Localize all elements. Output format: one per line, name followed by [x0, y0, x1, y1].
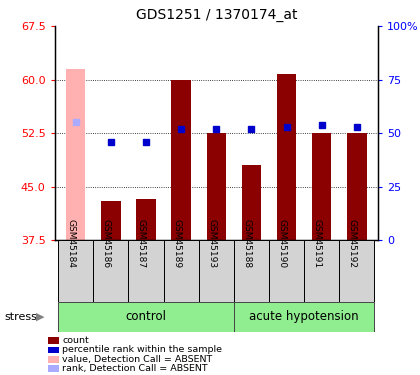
Text: rank, Detection Call = ABSENT: rank, Detection Call = ABSENT	[62, 364, 208, 373]
Bar	[129, 240, 163, 302]
Text: acute hypotension: acute hypotension	[249, 310, 359, 323]
Bar	[277, 74, 296, 240]
Bar	[163, 240, 199, 302]
Title: GDS1251 / 1370174_at: GDS1251 / 1370174_at	[136, 9, 297, 22]
Bar	[242, 165, 261, 240]
Text: count: count	[62, 336, 89, 345]
Text: GSM45190: GSM45190	[278, 219, 286, 268]
Bar	[234, 240, 269, 302]
Text: GSM45188: GSM45188	[242, 219, 252, 268]
Bar	[347, 133, 367, 240]
Bar	[136, 200, 156, 240]
Text: control: control	[126, 310, 166, 323]
Text: GSM45189: GSM45189	[172, 219, 181, 268]
Text: GSM45191: GSM45191	[313, 219, 322, 268]
Text: stress: stress	[4, 312, 37, 322]
Text: percentile rank within the sample: percentile rank within the sample	[62, 345, 222, 354]
Text: ▶: ▶	[36, 312, 44, 322]
Bar	[339, 240, 375, 302]
Text: value, Detection Call = ABSENT: value, Detection Call = ABSENT	[62, 355, 213, 364]
Bar	[93, 240, 129, 302]
Bar	[101, 201, 121, 240]
Text: GSM45186: GSM45186	[102, 219, 111, 268]
Bar	[234, 302, 375, 332]
Bar	[269, 240, 304, 302]
Bar	[66, 69, 85, 240]
Text: GSM45192: GSM45192	[348, 219, 357, 268]
Bar	[171, 80, 191, 240]
Bar	[207, 133, 226, 240]
Text: GSM45193: GSM45193	[207, 219, 216, 268]
Bar	[58, 302, 234, 332]
Bar	[58, 240, 93, 302]
Bar	[199, 240, 234, 302]
Text: GSM45184: GSM45184	[67, 219, 76, 268]
Text: GSM45187: GSM45187	[137, 219, 146, 268]
Bar	[312, 133, 331, 240]
Bar	[304, 240, 339, 302]
